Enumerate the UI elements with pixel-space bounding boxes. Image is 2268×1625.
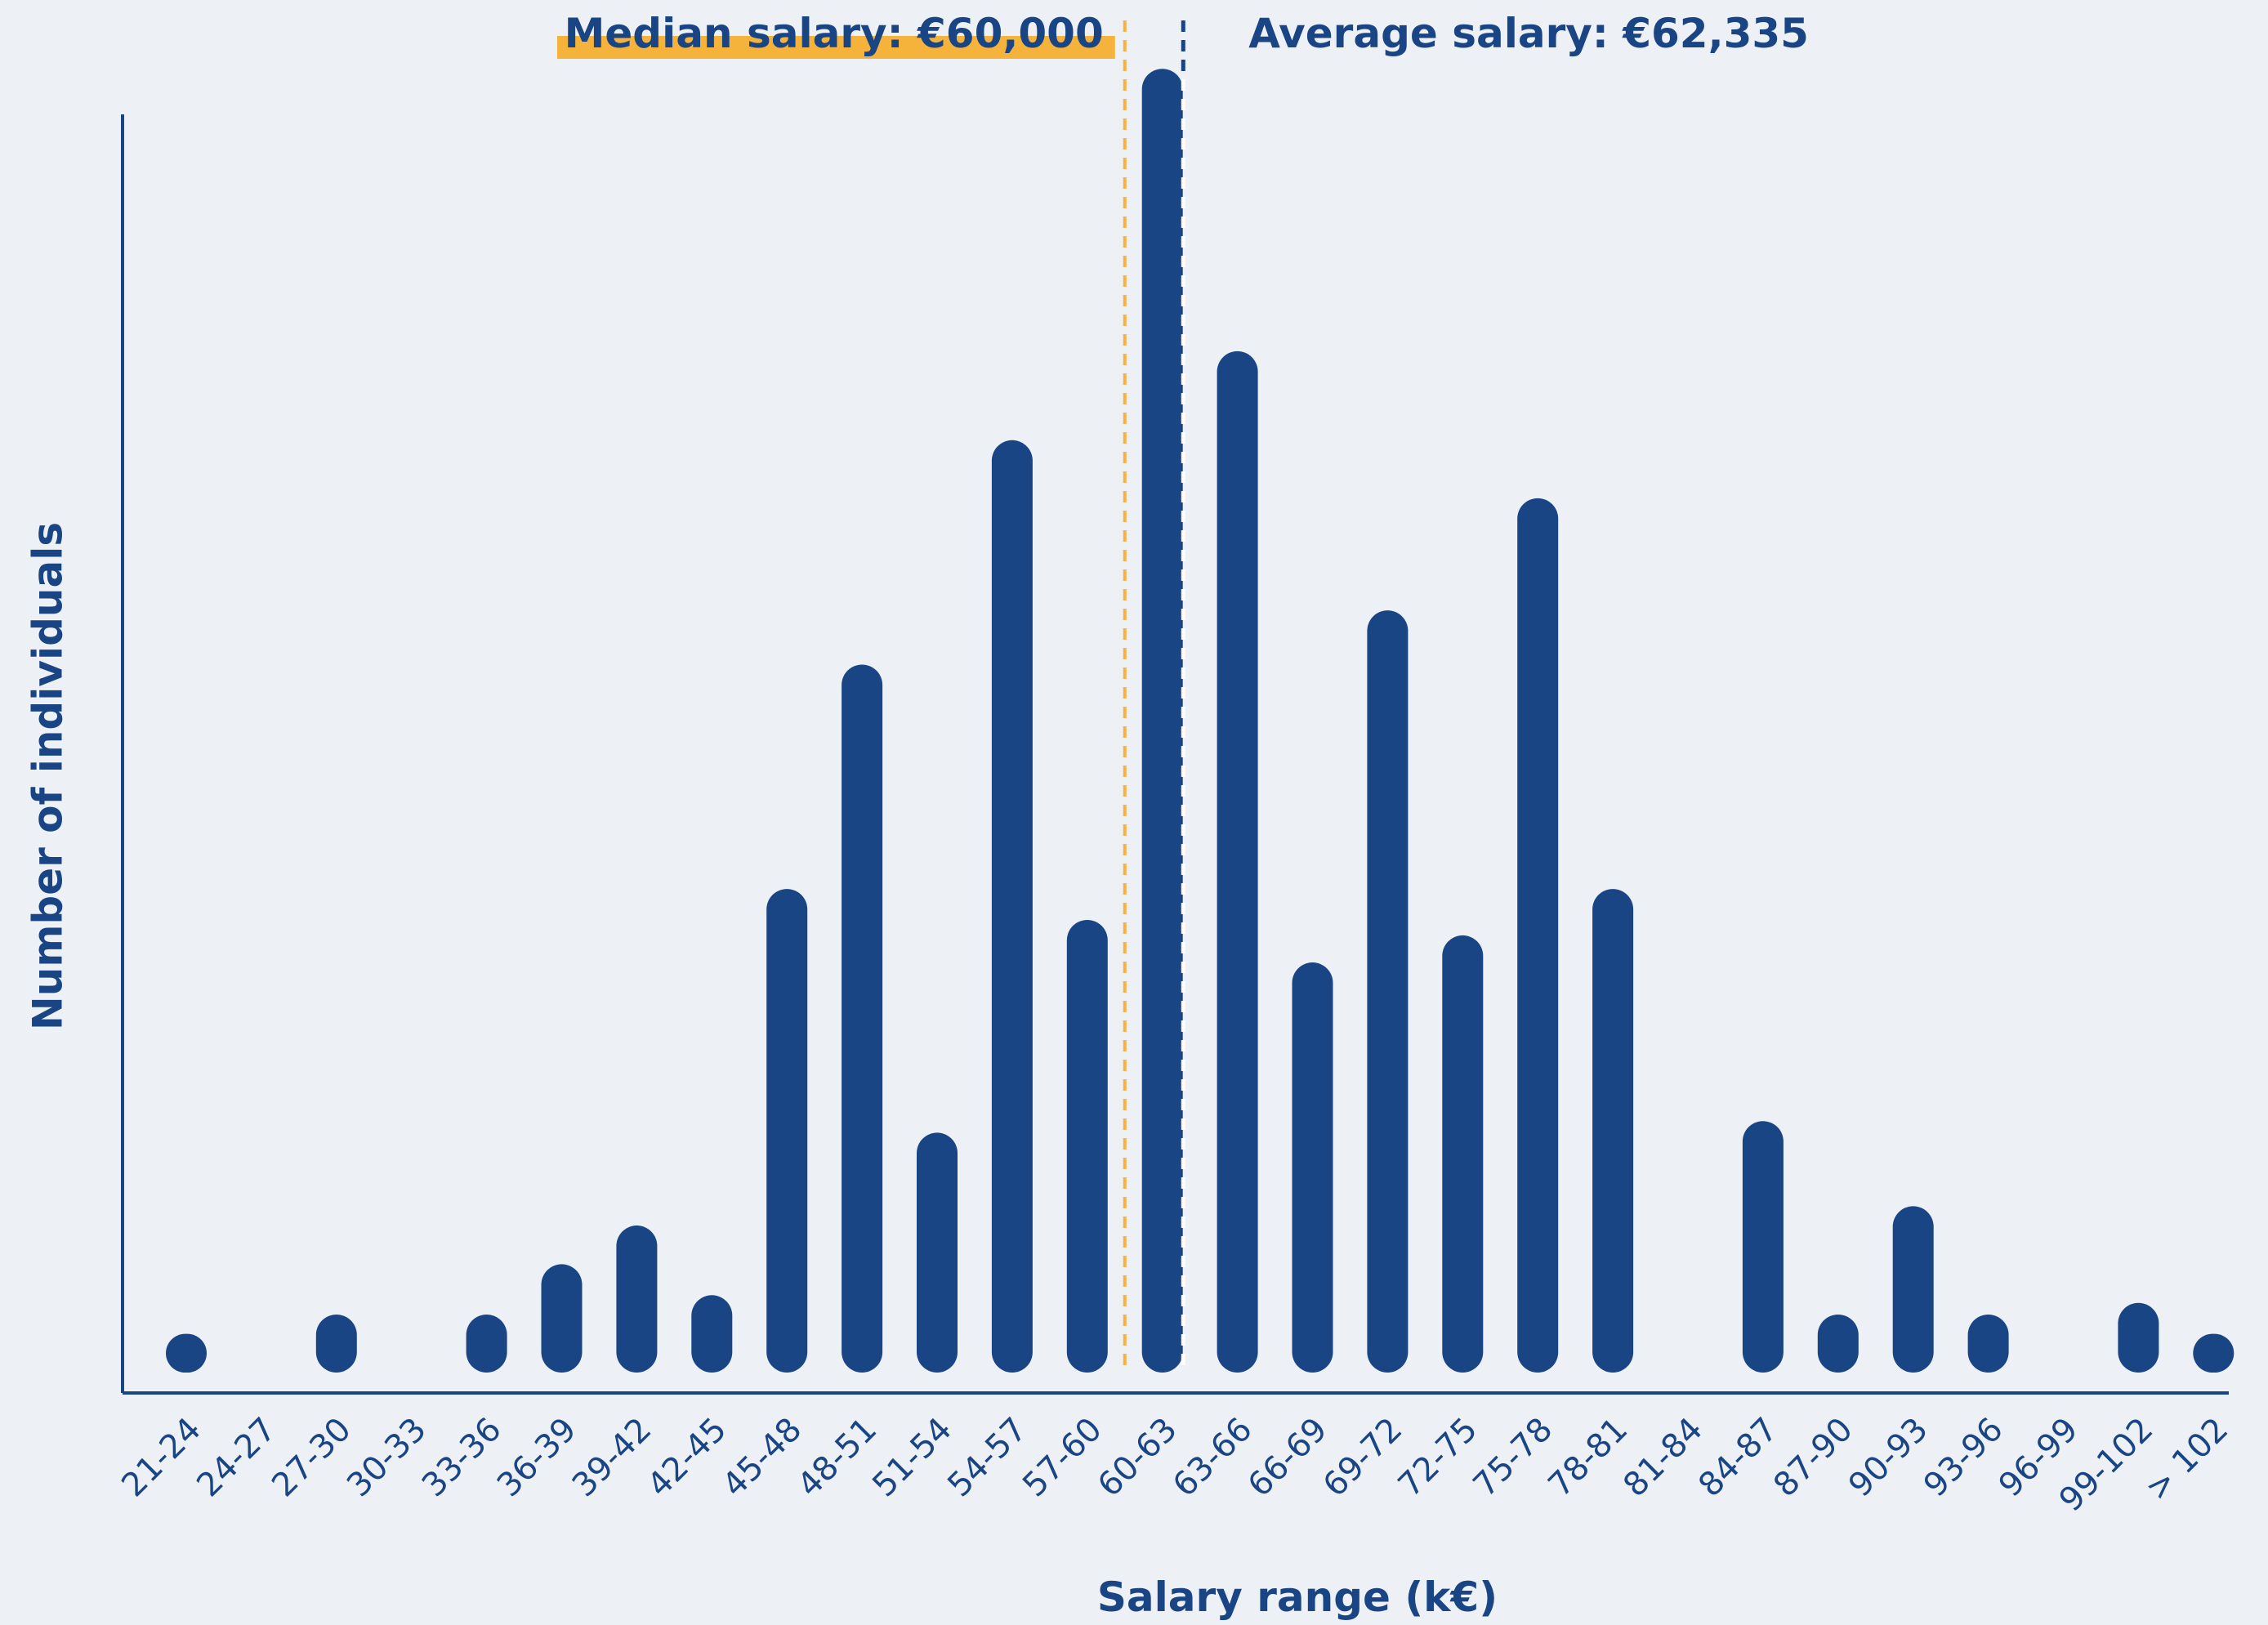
x-tick-label: 21-24 <box>114 1411 208 1505</box>
bar-57-60 <box>1066 919 1108 1373</box>
bar-33-36 <box>466 1314 507 1373</box>
x-tick-label: 39-42 <box>565 1411 659 1505</box>
bar-36-39 <box>541 1264 583 1373</box>
x-tick-label: 42-45 <box>641 1411 734 1505</box>
bar-69-72 <box>1367 610 1409 1373</box>
bar-48-51 <box>842 664 883 1373</box>
x-tick-label: 27-30 <box>265 1411 359 1505</box>
chart-marks <box>166 69 2235 1373</box>
x-tick-label: 87-90 <box>1766 1411 1860 1505</box>
bar-66-69 <box>1292 962 1333 1373</box>
x-tick-labels: 21-2424-2727-3030-3333-3636-3939-4242-45… <box>114 1411 2235 1520</box>
median-label-highlight <box>557 36 1115 59</box>
x-tick-label: 54-57 <box>940 1411 1034 1505</box>
x-tick-label: 72-75 <box>1391 1411 1485 1505</box>
bar-75-78 <box>1517 498 1559 1373</box>
x-tick-label: 78-81 <box>1541 1411 1635 1505</box>
x-tick-label: 90-93 <box>1842 1411 1935 1505</box>
x-tick-label: 63-66 <box>1166 1411 1260 1505</box>
chart-axes <box>121 114 2229 1395</box>
average-salary-label: Average salary: €62,335 <box>1248 10 1809 57</box>
x-tick-label: 51-54 <box>865 1411 959 1505</box>
bar-27-30 <box>315 1314 357 1373</box>
x-axis-title: Salary range (k€) <box>1097 1574 1498 1621</box>
x-tick-label: 24-27 <box>190 1411 284 1505</box>
x-tick-label: 60-63 <box>1091 1411 1185 1505</box>
x-tick-label: 93-96 <box>1917 1411 2011 1505</box>
bar-87-90 <box>1817 1314 1859 1373</box>
x-tick-label: 30-33 <box>340 1411 434 1505</box>
bar-54-57 <box>991 440 1033 1373</box>
bar-42-45 <box>691 1295 733 1373</box>
x-tick-label: 81-84 <box>1616 1411 1710 1505</box>
bar-60-63 <box>1141 69 1183 1373</box>
x-tick-label: 36-39 <box>490 1411 584 1505</box>
bar-72-75 <box>1442 935 1484 1373</box>
bar-63-66 <box>1217 350 1258 1373</box>
x-tick-label: > 102 <box>2138 1411 2235 1508</box>
chart-annotations: Median salary: €60,000 Average salary: €6… <box>557 10 1809 1373</box>
y-axis-title: Number of individuals <box>25 522 72 1030</box>
x-tick-label: 66-69 <box>1241 1411 1335 1505</box>
x-tick-label: 45-48 <box>716 1411 810 1505</box>
x-tick-label: 57-60 <box>1016 1411 1109 1505</box>
bar-78-81 <box>1592 889 1634 1373</box>
bar-93-96 <box>1967 1314 2009 1373</box>
bar-45-48 <box>766 889 808 1373</box>
x-tick-label: 84-87 <box>1691 1411 1785 1505</box>
x-tick-label: 33-36 <box>415 1411 509 1505</box>
x-tick-label: 69-72 <box>1316 1411 1410 1505</box>
x-tick-label: 48-51 <box>790 1411 884 1505</box>
bar-99-102 <box>2118 1302 2159 1373</box>
bar-90-93 <box>1892 1206 1934 1373</box>
bar-51-54 <box>917 1132 958 1373</box>
bar-21-24 <box>166 1333 207 1373</box>
bar-39-42 <box>616 1225 658 1373</box>
bar-84-87 <box>1742 1121 1784 1373</box>
bar-102 <box>2193 1333 2235 1373</box>
median-salary-label: Median salary: €60,000 <box>565 10 1104 57</box>
x-tick-label: 75-78 <box>1467 1411 1560 1505</box>
